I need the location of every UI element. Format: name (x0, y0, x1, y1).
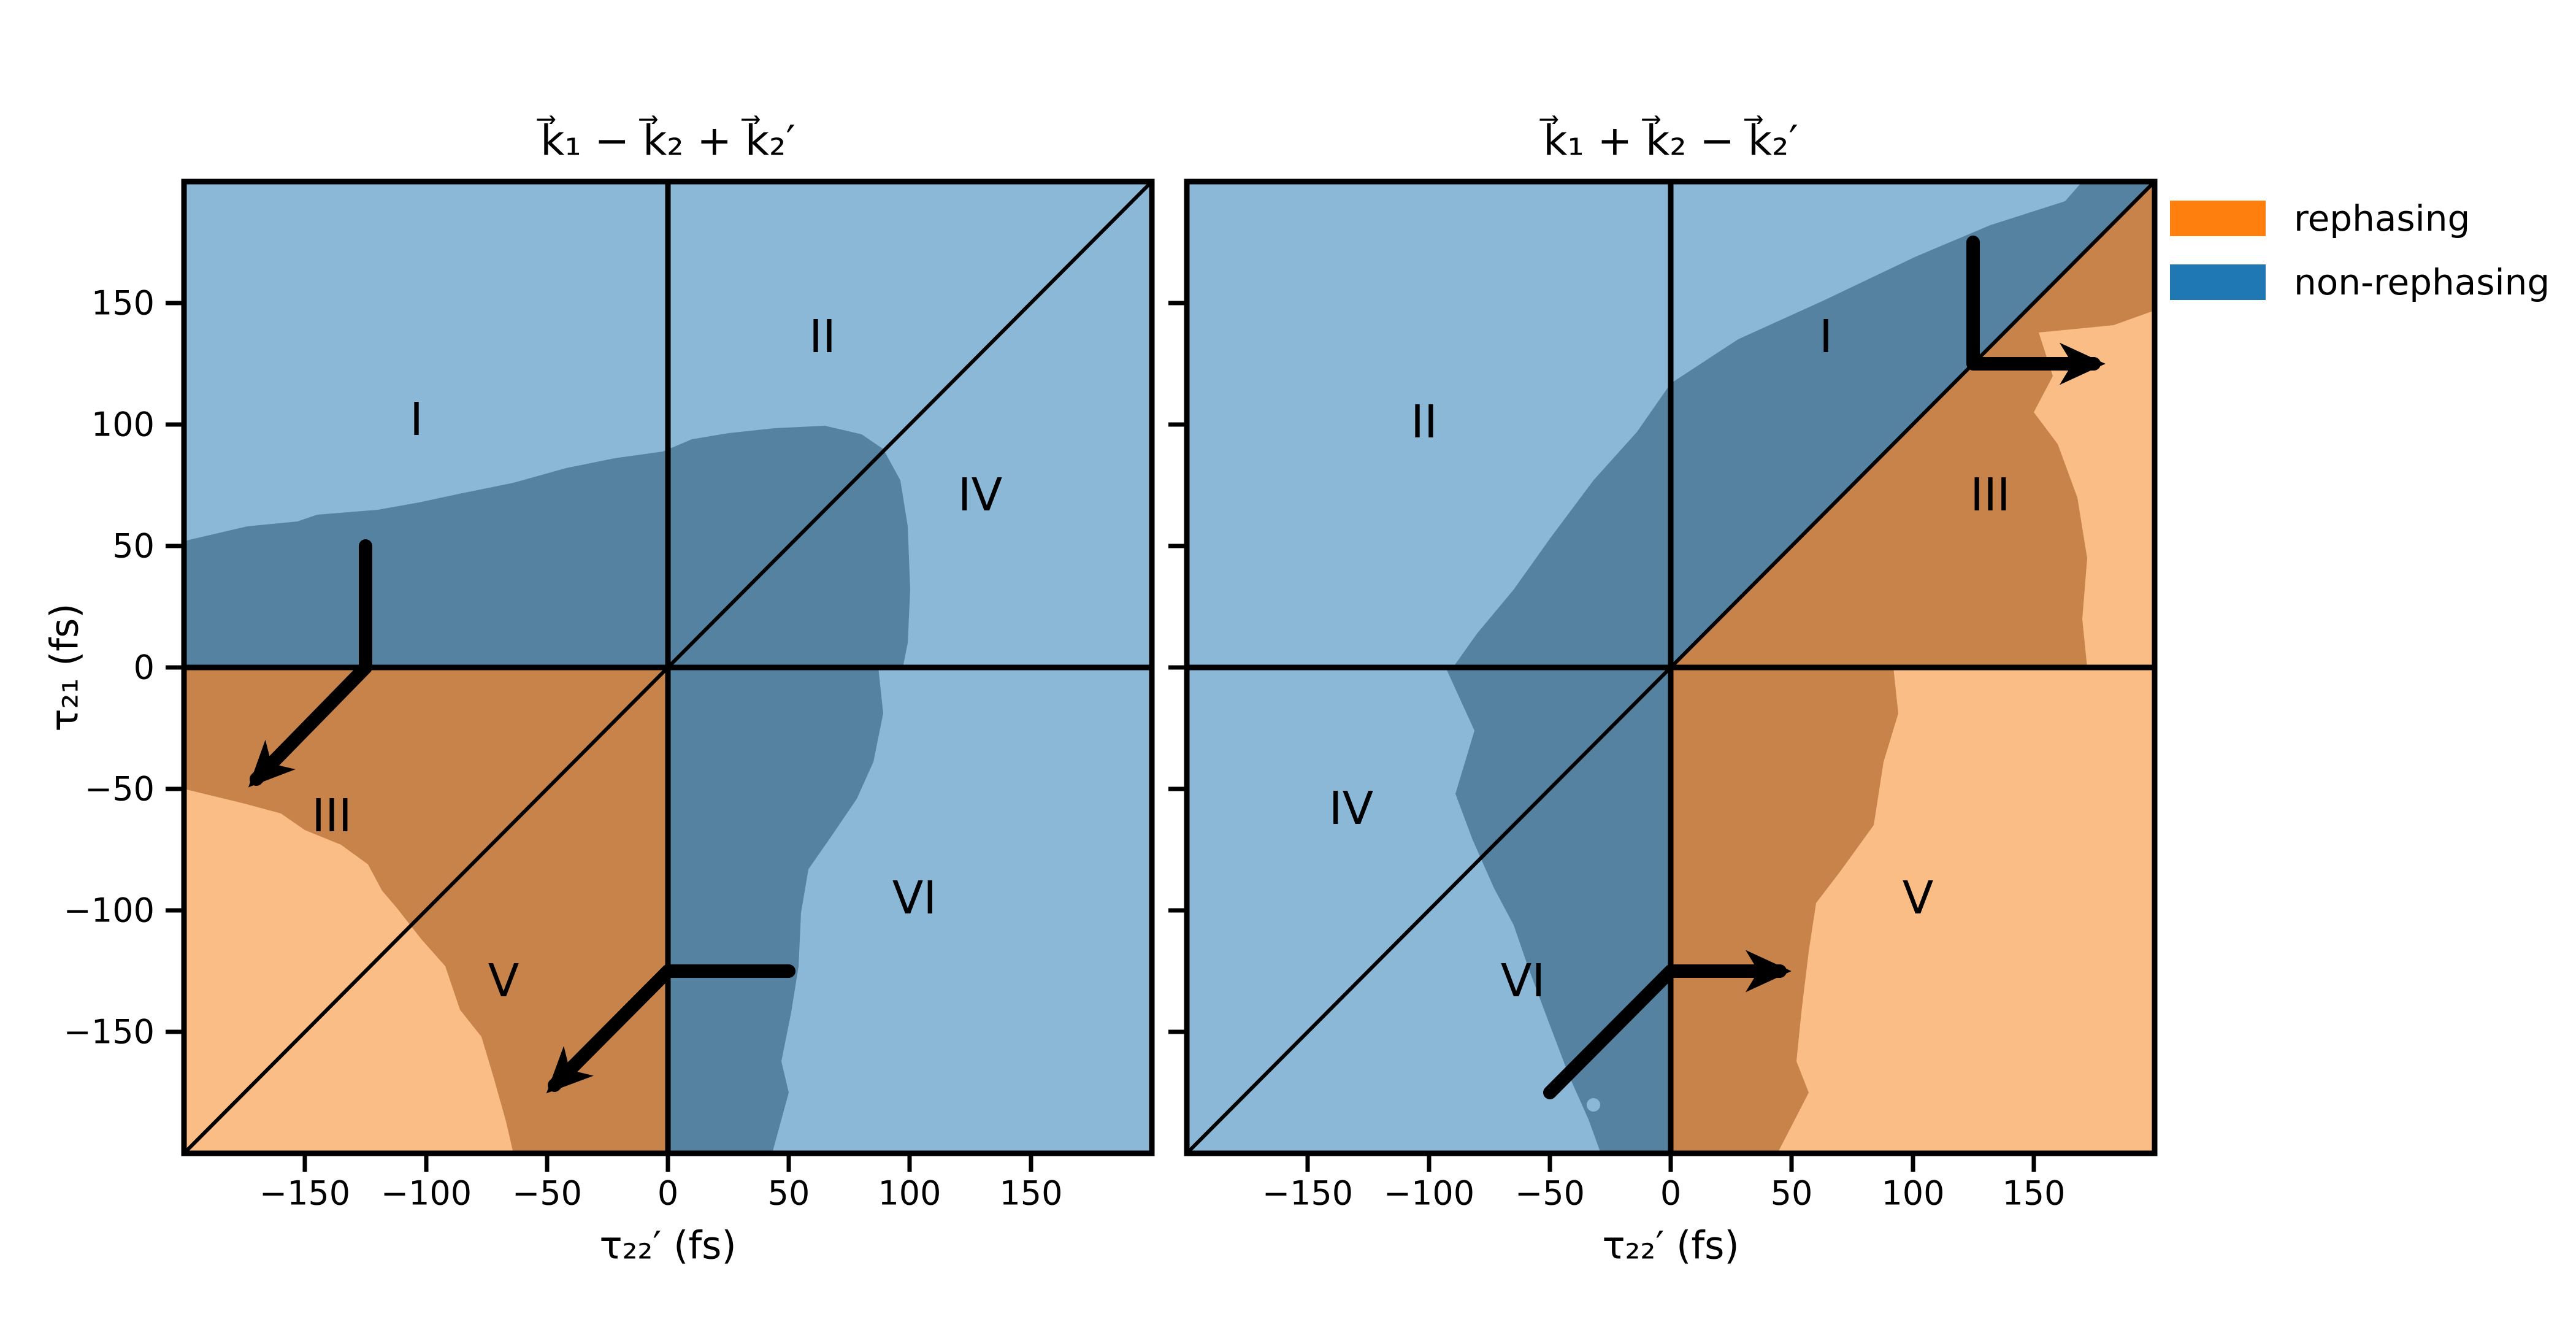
region-label: I (410, 393, 423, 446)
contour-speckle-dark-orange (1776, 1102, 1792, 1128)
region-label: V (1903, 872, 1934, 924)
x-tick-label: −100 (1384, 1174, 1474, 1213)
region-rephasing-dark-lower-right (1671, 667, 1898, 1153)
x-tick-label: −50 (1515, 1174, 1585, 1213)
x-tick-label: 50 (1771, 1174, 1813, 1213)
x-tick-label: 150 (999, 1174, 1062, 1213)
x-tick-label: 100 (878, 1174, 941, 1213)
x-axis-label-left: τ₂₂′ (fs) (599, 1223, 736, 1268)
x-tick-label: 0 (1660, 1174, 1681, 1213)
legend-label-non-rephasing: non-rephasing (2294, 261, 2550, 303)
legend-swatch-non-rephasing (2170, 264, 2266, 300)
x-tick-label: −100 (381, 1174, 472, 1213)
region-rephasing-light-wedge-right (2034, 310, 2155, 667)
pulse-sequence-arrow-right-lower (1543, 950, 1792, 1099)
y-tick-label: 0 (134, 648, 155, 687)
region-label: IV (958, 469, 1003, 521)
region-label: VI (1501, 955, 1545, 1007)
y-tick-label: 150 (91, 284, 155, 323)
pulse-sequence-arrow-right-upper (1966, 236, 2106, 385)
x-tick-label: −50 (512, 1174, 582, 1213)
region-label: IV (1329, 782, 1374, 835)
x-tick-marks-right (1305, 1153, 2036, 1172)
legend: rephasing non-rephasing (2170, 198, 2550, 303)
y-tick-marks-right (1168, 301, 1187, 1034)
y-tick-label: 50 (112, 527, 155, 566)
x-tick-marks-left (302, 1153, 1033, 1172)
region-label: II (1411, 396, 1438, 448)
panel-left: I II IV III V VI −150 −100 −50 0 50 100 … (42, 115, 1155, 1268)
pulse-sequence-arrow-left-lower (546, 964, 795, 1094)
x-tick-label: 150 (2002, 1174, 2065, 1213)
legend-swatch-rephasing (2170, 201, 2266, 236)
pulse-sequence-arrow-left-upper (248, 539, 372, 788)
region-label: V (488, 955, 519, 1007)
x-tick-label: −150 (1262, 1174, 1353, 1213)
region-label: VI (892, 872, 937, 924)
x-axis-label-right: τ₂₂′ (fs) (1602, 1223, 1739, 1268)
panel-title-right: k⃗₁ + k⃗₂ − k⃗₂′ (1539, 115, 1798, 165)
panel-right: II I III IV VI V −150 −100 −50 0 50 100 … (1168, 115, 2158, 1268)
region-label: I (1819, 310, 1833, 363)
x-tick-label: 50 (768, 1174, 810, 1213)
y-tick-label: −50 (85, 770, 155, 809)
y-axis-label: τ₂₁ (fs) (42, 603, 87, 731)
panel-title-left: k⃗₁ − k⃗₂ + k⃗₂′ (537, 115, 795, 165)
region-label: II (809, 310, 836, 363)
x-tick-label: 100 (1881, 1174, 1944, 1213)
y-tick-label: 100 (91, 406, 155, 444)
x-tick-label: −150 (259, 1174, 350, 1213)
y-tick-label: −150 (64, 1013, 155, 1051)
panel-left-regions (184, 182, 1152, 1153)
panel-right-regions (1187, 182, 2155, 1153)
region-rephasing-light-left (184, 789, 513, 1153)
region-pulse-overlap-blue-lower-left (668, 667, 883, 1153)
legend-label-rephasing: rephasing (2294, 198, 2470, 239)
y-tick-marks-left (166, 301, 184, 1034)
contour-speckle-light-blue (1587, 1098, 1600, 1112)
region-label: III (1970, 469, 2010, 521)
region-label: III (312, 790, 351, 842)
x-tick-label: 0 (657, 1174, 678, 1213)
y-tick-label: −100 (64, 891, 155, 930)
